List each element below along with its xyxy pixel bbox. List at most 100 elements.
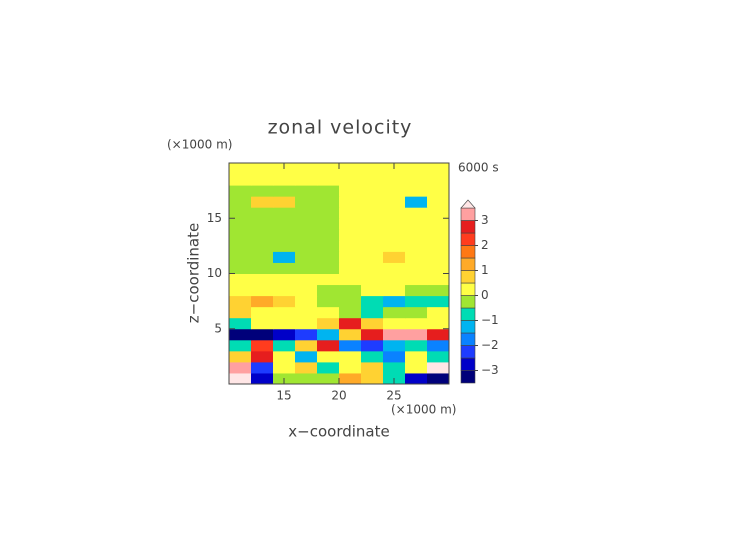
contour-cell [251, 306, 274, 319]
colorbar-band [460, 332, 476, 346]
contour-cell [339, 174, 362, 186]
y-tick-label: 15 [207, 211, 222, 225]
contour-cell [405, 372, 428, 385]
contour-cell [317, 361, 340, 374]
contour-cell [295, 372, 318, 385]
contour-cell [251, 361, 274, 374]
contour-cell [427, 240, 450, 252]
contour-cell [339, 361, 362, 374]
contour-cell [383, 229, 406, 241]
contour-cell [229, 273, 252, 286]
contour-cell [339, 218, 362, 230]
contour-cell [273, 251, 296, 263]
contour-cell [405, 306, 428, 319]
contour-cell [317, 240, 340, 252]
contour-cell [317, 262, 340, 274]
contour-cell [427, 251, 450, 263]
contour-cell [339, 163, 362, 175]
contour-cell [427, 372, 450, 385]
contour-cell [405, 262, 428, 274]
contour-cell [427, 196, 450, 208]
contour-cell [405, 229, 428, 241]
contour-cell [229, 284, 252, 297]
contour-cell [383, 262, 406, 274]
contour-cell [405, 317, 428, 330]
contour-cell [339, 284, 362, 297]
colorbar-band [460, 370, 476, 384]
contour-cell [251, 328, 274, 341]
contour-cell [427, 350, 450, 363]
contour-cell [361, 251, 384, 263]
contour-cell [383, 196, 406, 208]
contour-cell [229, 317, 252, 330]
contour-cell [427, 262, 450, 274]
contour-cell [339, 251, 362, 263]
contour-cell [251, 185, 274, 197]
contour-cell [251, 196, 274, 208]
contour-cell [427, 295, 450, 308]
contour-cell [251, 229, 274, 241]
contour-cell [361, 174, 384, 186]
contour-cell [339, 372, 362, 385]
contour-cell [427, 273, 450, 286]
contour-cell [295, 174, 318, 186]
colorbar-band [460, 270, 476, 284]
colorbar-tick-label: 0 [481, 288, 489, 302]
contour-cell [361, 284, 384, 297]
contour-cell [383, 295, 406, 308]
contour-cell [229, 350, 252, 363]
contour-cell [251, 218, 274, 230]
contour-cell [361, 163, 384, 175]
x-unit: (×1000 m) [391, 403, 456, 417]
contour-cell [251, 262, 274, 274]
contour-cell [273, 229, 296, 241]
contour-cell [405, 251, 428, 263]
x-axis-label: x−coordinate [288, 423, 389, 441]
contour-cell [361, 273, 384, 286]
contour-cell [317, 372, 340, 385]
contour-cell [405, 207, 428, 219]
contour-cell [383, 284, 406, 297]
contour-cell [361, 185, 384, 197]
contour-cell [361, 317, 384, 330]
contour-cell [405, 284, 428, 297]
colorbar-band [460, 245, 476, 259]
contour-cell [317, 328, 340, 341]
contour-cell [317, 284, 340, 297]
contour-cell [229, 262, 252, 274]
contour-cell [273, 174, 296, 186]
contour-cell [361, 196, 384, 208]
contour-cell [405, 350, 428, 363]
contour-cell [229, 328, 252, 341]
time-label: 6000 s [458, 161, 499, 175]
contour-cell [317, 251, 340, 263]
colorbar-band [460, 307, 476, 321]
contour-cell [405, 361, 428, 374]
contour-cell [229, 251, 252, 263]
contour-cell [383, 185, 406, 197]
contour-cell [317, 295, 340, 308]
y-unit: (×1000 m) [167, 138, 232, 152]
contour-cell [405, 174, 428, 186]
contour-cell [273, 196, 296, 208]
contour-cell [405, 163, 428, 175]
contour-cell [295, 273, 318, 286]
contour-cell [339, 328, 362, 341]
contour-cell [251, 339, 274, 352]
contour-cell [229, 218, 252, 230]
contour-cell [317, 350, 340, 363]
contour-cell [317, 196, 340, 208]
y-axis-label: z−coordinate [185, 223, 203, 323]
colorbar-tick-label: −1 [481, 313, 499, 327]
contour-cell [339, 196, 362, 208]
contour-cell [273, 262, 296, 274]
contour-cell [317, 317, 340, 330]
contour-cell [383, 251, 406, 263]
contour-cell [229, 196, 252, 208]
contour-cell [295, 185, 318, 197]
colorbar-band [460, 345, 476, 359]
contour-cell [229, 372, 252, 385]
colorbar-band [460, 295, 476, 309]
contour-cell [427, 185, 450, 197]
contour-cell [317, 174, 340, 186]
